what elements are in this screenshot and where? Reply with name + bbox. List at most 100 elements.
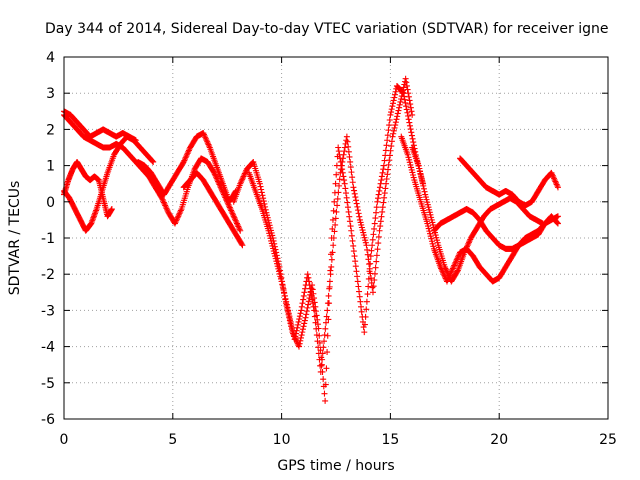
data-point xyxy=(390,97,397,104)
data-point xyxy=(384,137,391,144)
data-point xyxy=(400,84,407,91)
data-point xyxy=(212,172,219,179)
data-point xyxy=(404,86,411,93)
data-point xyxy=(278,278,285,285)
data-point xyxy=(202,134,209,141)
series-sat-track-6 xyxy=(180,169,246,249)
data-point xyxy=(298,303,305,310)
data-point xyxy=(402,75,409,82)
data-point xyxy=(332,180,339,187)
data-point xyxy=(463,245,470,252)
data-point xyxy=(175,213,182,220)
data-point xyxy=(348,227,355,234)
data-point xyxy=(461,249,468,256)
data-point xyxy=(348,232,355,239)
x-tick-label: 25 xyxy=(599,432,617,448)
series-sat-track-11 xyxy=(430,206,561,252)
data-point xyxy=(306,282,313,289)
data-point xyxy=(309,300,316,307)
y-tick-label: 0 xyxy=(46,195,55,211)
data-point xyxy=(396,101,403,108)
chart-title: Day 344 of 2014, Sidereal Day-to-day VTE… xyxy=(45,21,608,37)
data-point xyxy=(332,221,339,228)
data-point xyxy=(355,283,362,290)
data-point xyxy=(322,319,329,326)
data-point xyxy=(405,113,412,120)
data-point xyxy=(338,162,345,169)
data-point xyxy=(552,178,559,185)
data-point xyxy=(417,171,424,178)
data-point xyxy=(420,182,427,189)
data-point xyxy=(371,276,378,283)
data-point xyxy=(353,197,360,204)
data-point xyxy=(239,176,246,183)
data-point xyxy=(393,116,400,123)
data-point xyxy=(289,324,296,331)
data-point xyxy=(358,303,365,310)
data-point xyxy=(363,242,370,249)
data-point xyxy=(343,190,350,197)
data-point xyxy=(280,287,287,294)
data-point xyxy=(235,224,242,231)
data-point xyxy=(300,296,307,303)
data-point xyxy=(352,263,359,270)
data-point xyxy=(311,307,318,314)
data-point xyxy=(162,202,169,209)
data-point xyxy=(336,182,343,189)
data-point xyxy=(382,185,389,192)
data-point xyxy=(369,284,376,291)
data-point xyxy=(376,184,383,191)
data-point xyxy=(365,283,372,290)
data-point xyxy=(373,252,380,259)
data-point xyxy=(356,288,363,295)
data-point xyxy=(173,217,180,224)
data-point xyxy=(354,207,361,214)
x-tick-label: 15 xyxy=(381,432,399,448)
y-axis-label: SDTVAR / TECUs xyxy=(7,181,23,296)
data-point xyxy=(295,318,302,325)
data-point xyxy=(300,323,307,330)
data-point xyxy=(260,195,267,202)
data-point xyxy=(281,290,288,297)
data-point xyxy=(379,204,386,211)
data-point xyxy=(464,242,471,249)
data-point xyxy=(369,242,376,249)
data-point xyxy=(283,298,290,305)
data-point xyxy=(323,313,330,320)
series-sat-track-8 xyxy=(245,75,416,375)
data-point xyxy=(391,124,398,131)
data-point xyxy=(163,205,170,212)
data-point xyxy=(231,214,238,221)
data-point xyxy=(378,177,385,184)
data-point xyxy=(236,226,243,233)
data-point xyxy=(182,154,189,161)
data-point xyxy=(380,199,387,206)
data-point xyxy=(339,158,346,165)
data-point xyxy=(259,192,266,199)
data-point xyxy=(172,219,179,226)
data-point xyxy=(369,289,376,296)
data-point xyxy=(285,310,292,317)
data-point xyxy=(388,143,395,150)
data-point xyxy=(234,221,241,228)
y-tick-label: -1 xyxy=(41,231,55,247)
data-point xyxy=(389,133,396,140)
data-point xyxy=(354,273,361,280)
data-point xyxy=(463,243,470,250)
data-point xyxy=(554,220,561,227)
data-point xyxy=(550,174,557,181)
data-point xyxy=(349,237,356,244)
data-point xyxy=(298,332,305,339)
data-point xyxy=(394,110,401,117)
data-point xyxy=(377,218,384,225)
data-point xyxy=(453,258,460,265)
series-sat-track-5 xyxy=(134,130,239,205)
data-point xyxy=(348,169,355,176)
data-point xyxy=(377,180,384,187)
data-point xyxy=(328,263,335,270)
y-tick-label: -5 xyxy=(41,376,55,392)
data-point xyxy=(383,180,390,187)
data-point xyxy=(181,157,188,164)
data-point xyxy=(553,219,560,226)
data-point xyxy=(407,101,414,108)
